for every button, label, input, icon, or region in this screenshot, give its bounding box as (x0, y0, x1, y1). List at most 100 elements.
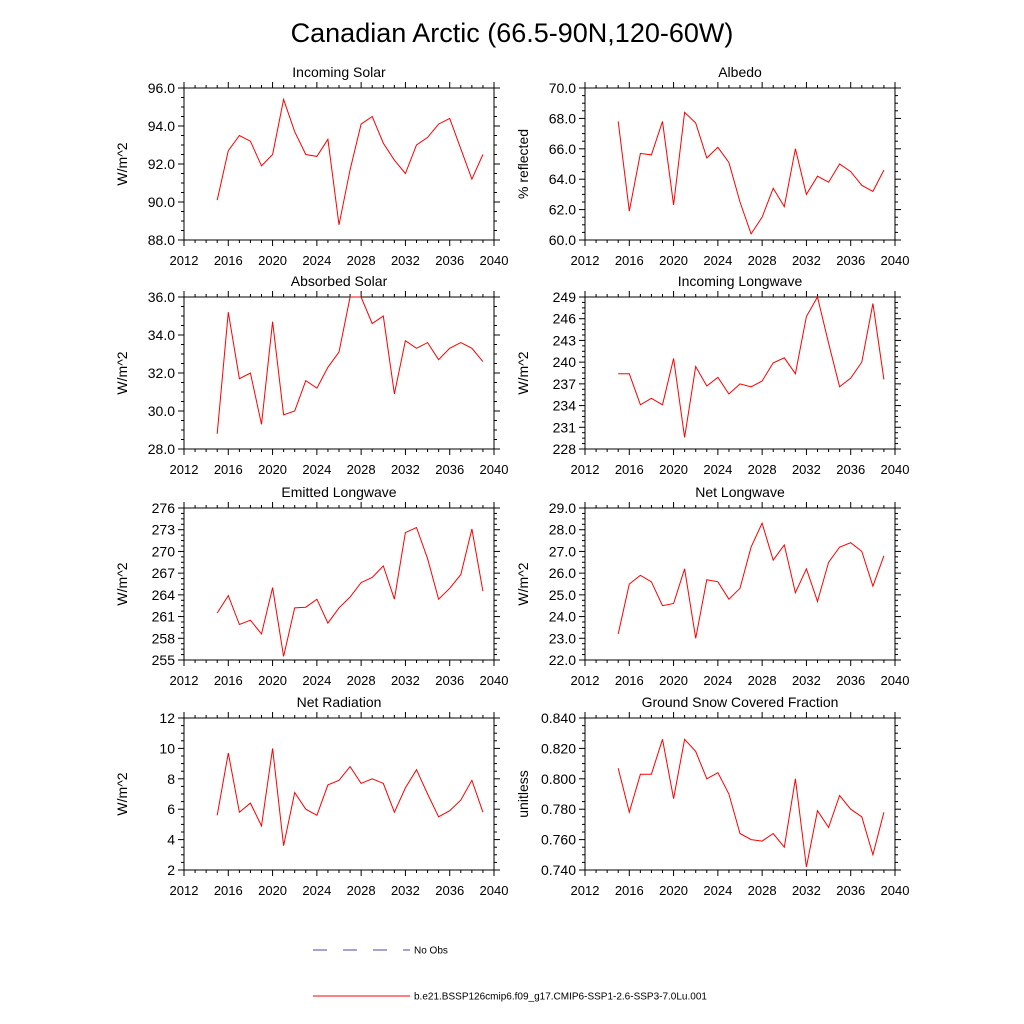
y-tick-label: 243 (553, 332, 577, 348)
x-tick-label: 2032 (391, 673, 420, 688)
x-tick-label: 2036 (435, 673, 464, 688)
y-tick-label: 276 (152, 500, 176, 516)
y-tick-label: 24.0 (549, 609, 576, 625)
x-tick-label: 2024 (703, 883, 732, 898)
plot-frame-ground-snow-covered-fraction (584, 717, 896, 871)
y-tick-label: 29.0 (549, 500, 576, 516)
chart-panel-absorbed-solar: Absorbed Solar W/m^2 2012 2016 2020 2024 2028 2… (114, 273, 508, 477)
chart-panel-albedo: Albedo % reflected 2012 2016 2020 2024 2028 203… (515, 64, 909, 268)
x-tick-label: 2040 (881, 253, 910, 268)
y-tick-label: 66.0 (549, 141, 576, 157)
series-line-incoming-solar (216, 97, 484, 225)
x-tick-label: 2036 (836, 883, 865, 898)
x-tick-label: 2040 (480, 883, 509, 898)
panels-group: Incoming Solar W/m^2 2012 2016 2020 2024 2028 2… (114, 64, 909, 898)
x-tick-label: 2040 (881, 673, 910, 688)
y-axis-label-net-longwave: W/m^2 (515, 562, 531, 605)
y-tick-label: 240 (553, 354, 577, 370)
x-tick-label: 2016 (214, 883, 243, 898)
x-tick-label: 2028 (748, 883, 777, 898)
y-tick-label: 36.0 (148, 289, 175, 305)
y-tick-label: 90.0 (148, 194, 175, 210)
x-tick-label: 2016 (214, 253, 243, 268)
y-tick-label: 32.0 (148, 365, 175, 381)
x-tick-label: 2032 (792, 883, 821, 898)
x-tick-label: 2040 (480, 673, 509, 688)
x-tick-label: 2036 (836, 253, 865, 268)
x-tick-label: 2016 (214, 673, 243, 688)
x-tick-label: 2012 (170, 253, 199, 268)
x-tick-label: 2020 (659, 253, 688, 268)
x-tick-label: 2028 (748, 673, 777, 688)
y-tick-label: 12 (159, 710, 175, 726)
x-tick-label: 2032 (792, 673, 821, 688)
y-tick-label: 64.0 (549, 171, 576, 187)
y-tick-label: 264 (152, 587, 176, 603)
chart-title-incoming-solar: Incoming Solar (292, 64, 386, 80)
x-tick-label: 2016 (615, 462, 644, 477)
chart-title-net-longwave: Net Longwave (695, 484, 785, 500)
x-tick-label: 2028 (748, 253, 777, 268)
x-tick-label: 2032 (391, 253, 420, 268)
y-tick-label: 249 (553, 289, 577, 305)
y-tick-label: 96.0 (148, 80, 175, 96)
x-tick-label: 2020 (659, 673, 688, 688)
x-tick-label: 2016 (615, 883, 644, 898)
x-tick-label: 2020 (258, 253, 287, 268)
x-tick-label: 2036 (836, 462, 865, 477)
y-tick-label: 0.780 (541, 801, 576, 817)
chart-title-albedo: Albedo (718, 64, 762, 80)
x-tick-label: 2012 (170, 673, 199, 688)
y-axis-label-albedo: % reflected (515, 129, 531, 199)
legend-label-model: b.e21.BSSP126cmip6.f09_g17.CMIP6-SSP1-2.… (414, 992, 707, 1003)
y-tick-label: 28.0 (549, 522, 576, 538)
y-tick-label: 88.0 (148, 232, 175, 248)
series-line-net-longwave (617, 521, 885, 639)
plot-frame-albedo (584, 87, 896, 241)
x-tick-label: 2028 (347, 253, 376, 268)
plot-frame-incoming-longwave (584, 296, 896, 450)
x-tick-label: 2032 (792, 253, 821, 268)
chart-panel-net-radiation: Net Radiation W/m^2 2012 2016 2020 2024 2028 20… (114, 694, 508, 898)
legend-label-no-obs: No Obs (414, 946, 448, 957)
x-tick-label: 2036 (435, 462, 464, 477)
x-tick-label: 2040 (480, 462, 509, 477)
y-axis-label-emitted-longwave: W/m^2 (114, 562, 130, 605)
y-tick-label: 34.0 (148, 327, 175, 343)
y-tick-label: 94.0 (148, 118, 175, 134)
y-tick-label: 25.0 (549, 587, 576, 603)
x-tick-label: 2012 (170, 883, 199, 898)
y-tick-label: 2 (167, 862, 175, 878)
chart-panel-emitted-longwave: Emitted Longwave W/m^2 2012 2016 2020 2024 202… (114, 484, 508, 688)
x-tick-label: 2024 (302, 462, 331, 477)
x-tick-label: 2012 (571, 883, 600, 898)
y-tick-label: 258 (152, 630, 176, 646)
chart-panel-incoming-solar: Incoming Solar W/m^2 2012 2016 2020 2024 2028 2… (114, 64, 508, 268)
x-tick-label: 2036 (836, 673, 865, 688)
x-tick-label: 2028 (748, 462, 777, 477)
series-line-net-radiation (216, 748, 484, 846)
series-line-albedo (617, 111, 885, 236)
y-tick-label: 60.0 (549, 232, 576, 248)
y-tick-label: 22.0 (549, 652, 576, 668)
chart-title-incoming-longwave: Incoming Longwave (678, 273, 803, 289)
series-line-emitted-longwave (216, 526, 484, 657)
y-tick-label: 70.0 (549, 80, 576, 96)
chart-title-net-radiation: Net Radiation (297, 694, 382, 710)
y-tick-label: 228 (553, 441, 577, 457)
x-tick-label: 2024 (302, 673, 331, 688)
plot-frame-net-longwave (584, 507, 896, 661)
x-tick-label: 2020 (258, 673, 287, 688)
y-tick-label: 0.820 (541, 740, 576, 756)
x-tick-label: 2024 (302, 883, 331, 898)
chart-panel-net-longwave: Net Longwave W/m^2 2012 2016 2020 2024 2028 203… (515, 484, 909, 688)
series-line-absorbed-solar (216, 296, 484, 434)
chart-title-ground-snow-covered-fraction: Ground Snow Covered Fraction (642, 694, 839, 710)
x-tick-label: 2020 (659, 883, 688, 898)
chart-panel-ground-snow-covered-fraction: Ground Snow Covered Fraction unitless 2012… (515, 694, 909, 898)
y-tick-label: 261 (152, 609, 176, 625)
y-tick-label: 0.840 (541, 710, 576, 726)
y-tick-label: 255 (152, 652, 176, 668)
y-tick-label: 267 (152, 565, 176, 581)
figure-title: Canadian Arctic (66.5-90N,120-60W) (291, 18, 734, 48)
